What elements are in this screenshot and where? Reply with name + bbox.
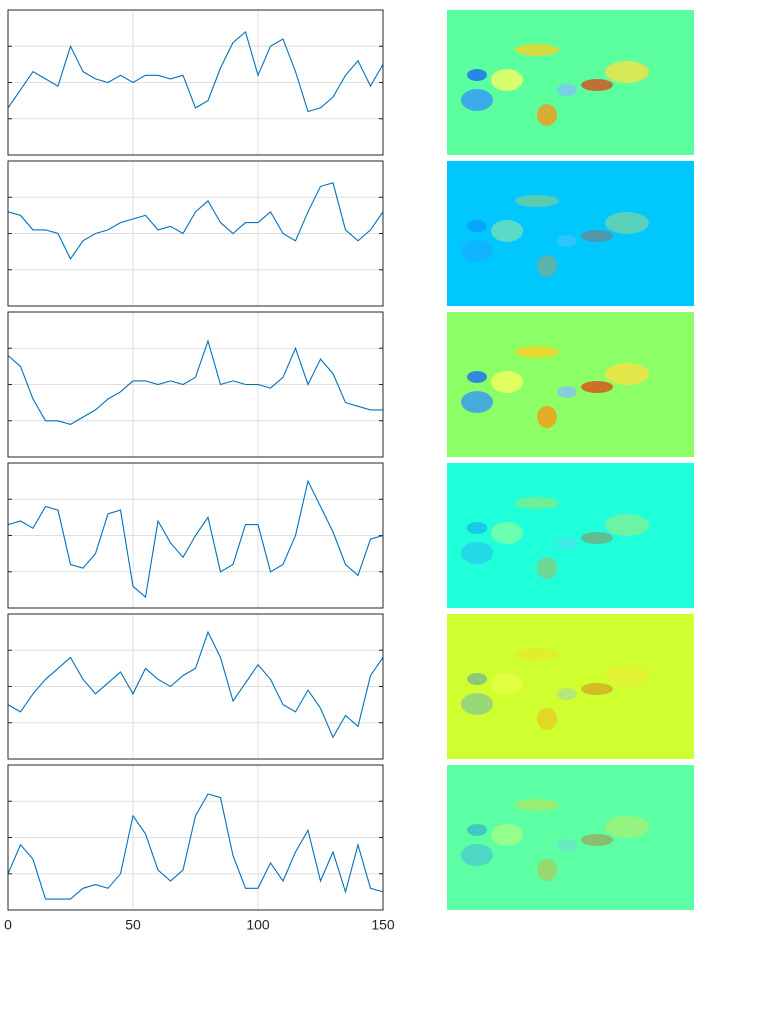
map-blob: [491, 824, 523, 846]
map-blob: [515, 346, 559, 358]
map-blob: [515, 799, 559, 811]
map-blob: [491, 371, 523, 393]
map-blob: [537, 557, 557, 579]
map-blob: [581, 79, 613, 91]
map-blob: [461, 844, 493, 866]
plot-frame: [7, 160, 384, 307]
map-blob: [467, 673, 487, 685]
map-blob: [491, 522, 523, 544]
map-background: [447, 463, 694, 608]
map-image: [447, 312, 694, 457]
map-blob: [557, 537, 577, 549]
map-blob: [515, 44, 559, 56]
map-blob: [461, 542, 493, 564]
plot-frame: [7, 311, 384, 458]
map-blob: [605, 61, 649, 83]
map-blob: [467, 371, 487, 383]
line-series: [7, 479, 384, 599]
x-tick-label: 0: [4, 917, 12, 933]
map-background: [447, 312, 694, 457]
map-blob: [557, 688, 577, 700]
map-blob: [515, 195, 559, 207]
map-blob: [515, 648, 559, 660]
line-series: [7, 30, 384, 113]
map-blob: [461, 240, 493, 262]
map-blob: [605, 514, 649, 536]
map-blob: [491, 673, 523, 695]
map-blob: [537, 255, 557, 277]
map-background: [447, 10, 694, 155]
map-background: [447, 161, 694, 306]
map-blob: [467, 69, 487, 81]
map-blob: [557, 235, 577, 247]
line-series: [7, 182, 384, 260]
map-blob: [605, 816, 649, 838]
map-blob: [461, 391, 493, 413]
map-background: [447, 765, 694, 910]
map-image: [447, 10, 694, 155]
map-blob: [557, 386, 577, 398]
line-series: [7, 630, 384, 739]
map-blob: [581, 532, 613, 544]
plot-frame: [7, 9, 384, 156]
map-blob: [557, 839, 577, 851]
map-blob: [581, 381, 613, 393]
map-image: [447, 614, 694, 759]
map-blob: [537, 708, 557, 730]
map-blob: [605, 665, 649, 687]
plot-frame: [7, 462, 384, 609]
map-blob: [467, 824, 487, 836]
x-tick-label: 150: [371, 917, 395, 933]
map-blob: [605, 212, 649, 234]
map-blob: [581, 683, 613, 695]
map-image: [447, 463, 694, 608]
map-blob: [557, 84, 577, 96]
x-tick-label: 100: [246, 917, 270, 933]
plot-frame: [7, 613, 384, 760]
map-blob: [537, 406, 557, 428]
map-blob: [467, 522, 487, 534]
map-background: [447, 614, 694, 759]
map-blob: [461, 693, 493, 715]
map-image: [447, 765, 694, 910]
map-blob: [537, 104, 557, 126]
map-blob: [467, 220, 487, 232]
map-blob: [581, 230, 613, 242]
map-blob: [491, 69, 523, 91]
map-blob: [515, 497, 559, 509]
map-blob: [491, 220, 523, 242]
x-tick-label: 50: [125, 917, 141, 933]
line-series: [7, 339, 383, 425]
line-series: [7, 793, 384, 900]
plot-frame: [7, 764, 384, 911]
map-blob: [605, 363, 649, 385]
map-blob: [537, 859, 557, 881]
map-image: [447, 161, 694, 306]
map-blob: [461, 89, 493, 111]
map-blob: [581, 834, 613, 846]
